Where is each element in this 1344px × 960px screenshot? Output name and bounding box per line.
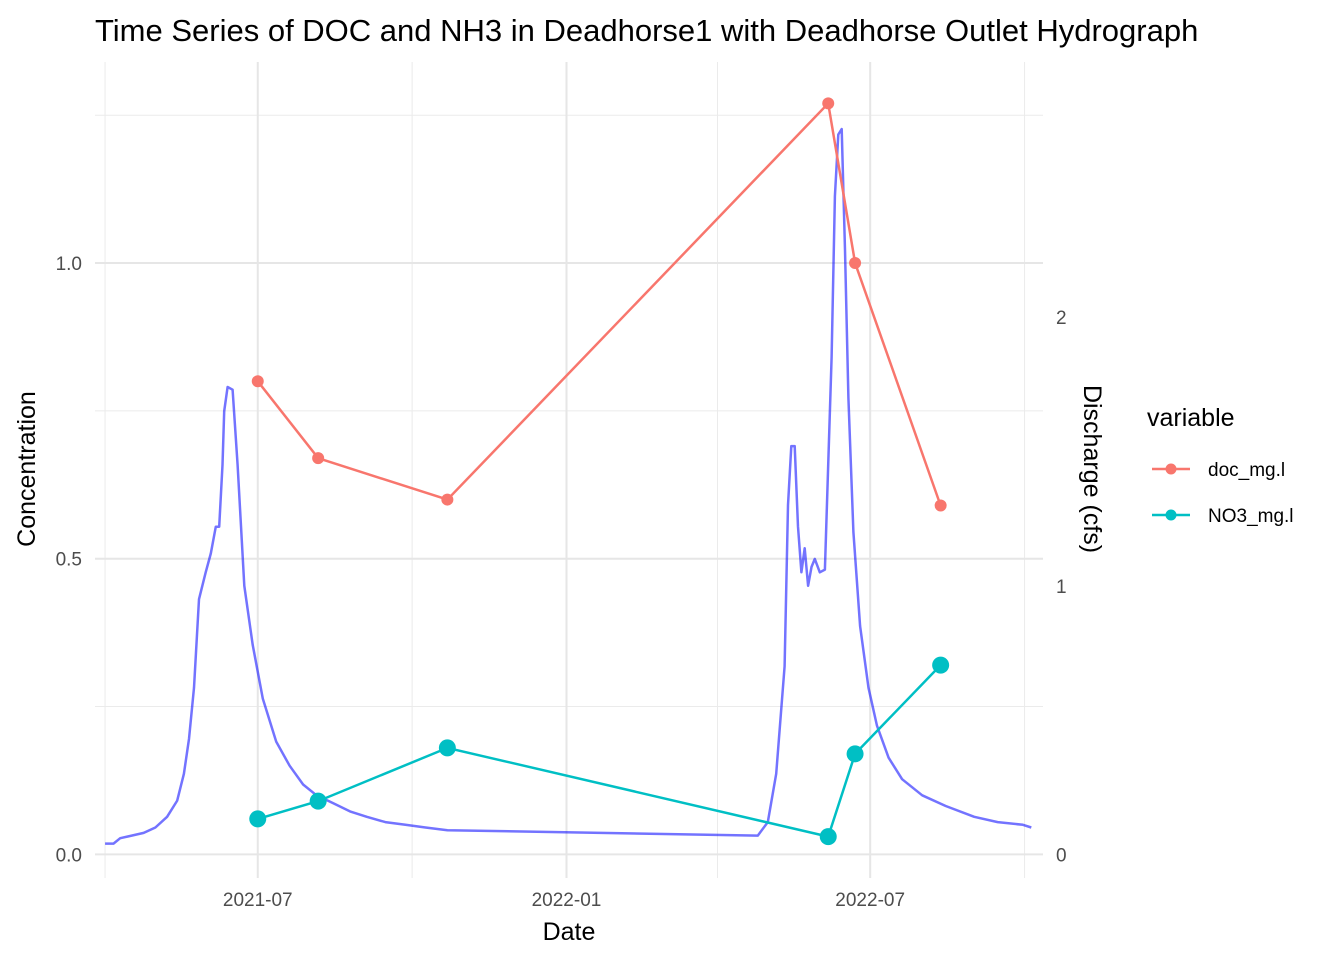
hydrograph-line bbox=[105, 127, 1032, 845]
y2-axis-title: Discharge (cfs) bbox=[1078, 385, 1106, 553]
no3-mg-l-point bbox=[309, 792, 327, 810]
x-tick-label: 2022-07 bbox=[835, 890, 905, 911]
hydrograph-layer bbox=[105, 127, 1032, 845]
no3-mg-l-point bbox=[819, 828, 837, 846]
legend-label: NO3_mg.l bbox=[1208, 506, 1294, 527]
chart-title: Time Series of DOC and NH3 in Deadhorse1… bbox=[95, 13, 1198, 48]
legend: variable doc_mg.l NO3_mg.l bbox=[1147, 404, 1294, 527]
concentration-layer bbox=[249, 97, 950, 846]
grid bbox=[95, 62, 1043, 878]
y2-tick-label: 0 bbox=[1056, 845, 1067, 866]
doc-mg-l-point bbox=[312, 452, 325, 465]
no3-mg-l-point bbox=[249, 810, 267, 828]
tick-labels: 2021-07 2022-01 2022-07 0.0 0.5 1.0 0 1 2 bbox=[56, 254, 1067, 911]
doc-mg-l-point bbox=[934, 499, 947, 512]
legend-title: variable bbox=[1147, 404, 1235, 432]
y2-tick-label: 2 bbox=[1056, 308, 1067, 329]
doc-mg-l-point bbox=[251, 375, 264, 388]
y-tick-label: 1.0 bbox=[56, 254, 82, 275]
no3-mg-l-line bbox=[257, 664, 942, 839]
x-tick-label: 2022-01 bbox=[532, 890, 602, 911]
doc-mg-l-point bbox=[441, 493, 454, 506]
no3-mg-l-point bbox=[932, 656, 950, 674]
no3-mg-l-point bbox=[846, 745, 864, 763]
legend-label: doc_mg.l bbox=[1208, 460, 1285, 481]
y-tick-label: 0.0 bbox=[56, 845, 82, 866]
no3-mg-l-point bbox=[438, 739, 456, 757]
legend-key-point bbox=[1165, 463, 1177, 475]
x-axis-title: Date bbox=[543, 918, 596, 946]
doc-mg-l-point bbox=[849, 257, 862, 270]
y-tick-label: 0.5 bbox=[56, 550, 82, 571]
y2-tick-label: 1 bbox=[1056, 577, 1067, 598]
y-axis-title: Concentration bbox=[13, 391, 41, 547]
x-tick-label: 2021-07 bbox=[223, 890, 293, 911]
legend-key-point bbox=[1165, 509, 1177, 521]
doc-mg-l-line bbox=[256, 100, 942, 506]
doc-mg-l-point bbox=[822, 97, 835, 110]
